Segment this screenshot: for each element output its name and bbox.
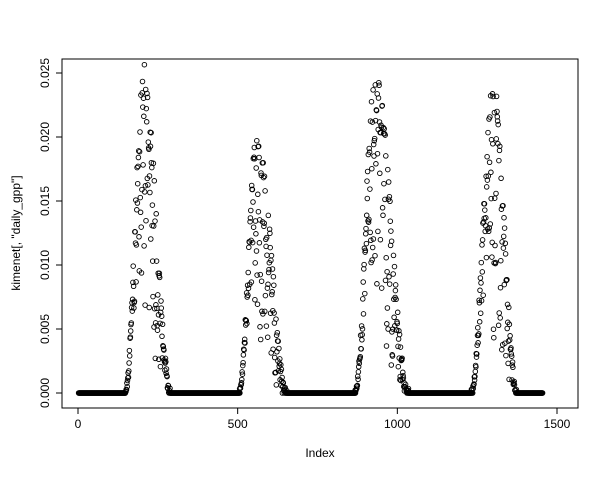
svg-text:1500: 1500 xyxy=(544,417,571,431)
svg-text:0.005: 0.005 xyxy=(38,314,52,344)
svg-text:0.020: 0.020 xyxy=(38,122,52,152)
scatter-points xyxy=(75,61,546,396)
svg-text:0: 0 xyxy=(75,417,82,431)
plot-box-border xyxy=(61,58,579,409)
svg-text:0.025: 0.025 xyxy=(38,58,52,88)
x-axis-label: Index xyxy=(305,446,334,460)
svg-text:1000: 1000 xyxy=(384,417,411,431)
svg-text:0.000: 0.000 xyxy=(38,378,52,408)
svg-text:0.010: 0.010 xyxy=(38,250,52,280)
svg-text:0.015: 0.015 xyxy=(38,186,52,216)
axis-tick-labels: 0 500 1000 1500 0.000 0.005 0.010 0.015 0.020 0.0… xyxy=(38,58,571,431)
axis-ticks xyxy=(56,72,558,414)
svg-text:500: 500 xyxy=(228,417,248,431)
y-axis-label: kimenet[, "daily_gpp"] xyxy=(9,175,23,290)
